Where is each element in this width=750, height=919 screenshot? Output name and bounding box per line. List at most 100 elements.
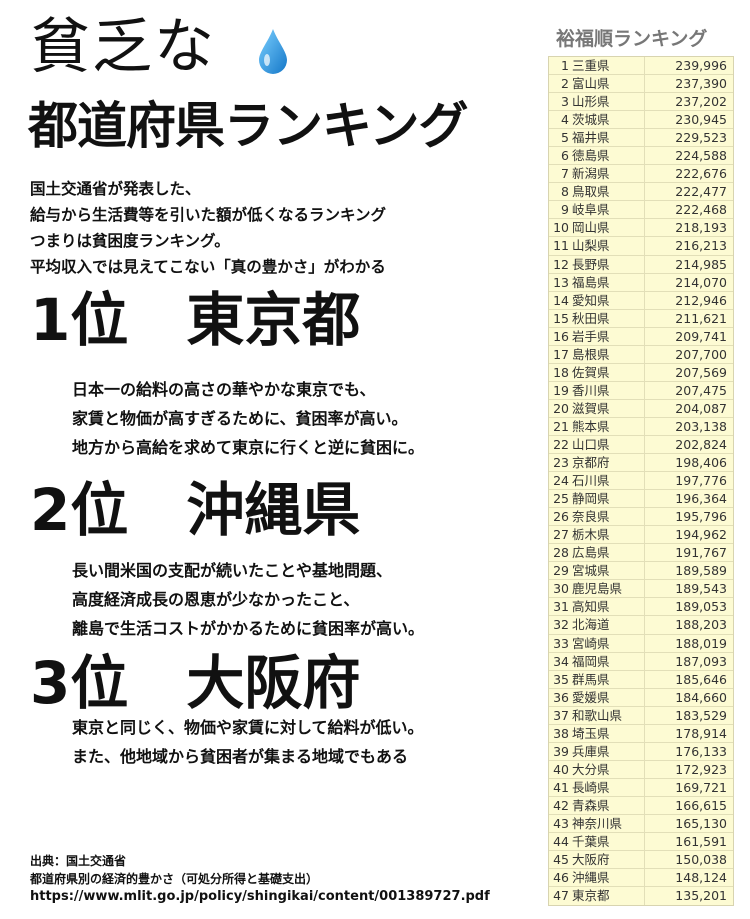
table-row: 8 鳥取県 222,477 — [549, 183, 733, 202]
value-cell: 194,962 — [675, 527, 727, 543]
value-cell: 166,615 — [675, 797, 727, 813]
table-row: 39 兵庫県 176,133 — [549, 742, 733, 761]
rank-cell: 4 — [561, 112, 569, 128]
value-cell: 195,796 — [675, 509, 727, 525]
table-row: 19 香川県 207,475 — [549, 381, 733, 400]
rank-cell: 9 — [561, 202, 569, 218]
value-cell: 207,475 — [675, 382, 727, 398]
table-row: 5 福井県 229,523 — [549, 129, 733, 148]
value-cell: 216,213 — [675, 238, 727, 254]
table-row: 4 茨城県 230,945 — [549, 111, 733, 130]
prefecture-cell: 和歌山県 — [572, 706, 645, 724]
prefecture-cell: 東京都 — [572, 887, 645, 906]
value-cell: 188,019 — [675, 635, 727, 651]
rank-cell: 21 — [553, 418, 569, 434]
table-row: 29 宮城県 189,589 — [549, 562, 733, 581]
prefecture-cell: 愛知県 — [572, 291, 645, 309]
table-row: 34 福岡県 187,093 — [549, 652, 733, 671]
rank-cell: 15 — [553, 310, 569, 326]
rank-cell: 44 — [553, 834, 569, 850]
value-cell: 172,923 — [675, 761, 727, 777]
prefecture-cell: 大阪府 — [572, 851, 645, 869]
table-row: 37 和歌山県 183,529 — [549, 706, 733, 725]
title-line2: 都道府県ランキング — [28, 97, 468, 155]
value-cell: 188,203 — [675, 617, 727, 633]
prefecture-cell: 福井県 — [572, 129, 645, 147]
value-cell: 189,589 — [675, 563, 727, 579]
value-cell: 229,523 — [675, 130, 727, 146]
rank-cell: 27 — [553, 527, 569, 543]
rank-cell: 22 — [553, 436, 569, 452]
table-row: 31 高知県 189,053 — [549, 598, 733, 617]
prefecture-cell: 山梨県 — [572, 237, 645, 255]
prefecture-cell: 長崎県 — [572, 778, 645, 796]
prefecture-cell: 高知県 — [572, 598, 645, 616]
prefecture-cell: 徳島県 — [572, 147, 645, 165]
desc-line: また、他地域から貧困者が集まる地域でもある — [72, 747, 409, 766]
prefecture-cell: 島根県 — [572, 345, 645, 363]
value-cell: 176,133 — [675, 743, 727, 759]
value-cell: 222,676 — [675, 166, 727, 182]
prefecture-cell: 群馬県 — [572, 670, 645, 688]
value-cell: 218,193 — [675, 220, 727, 236]
rank-cell: 37 — [553, 707, 569, 723]
value-cell: 191,767 — [675, 545, 727, 561]
rank-cell: 45 — [553, 852, 569, 868]
rank-cell: 13 — [553, 274, 569, 290]
table-row: 2 富山県 237,390 — [549, 75, 733, 94]
rank-cell: 29 — [553, 563, 569, 579]
table-row: 28 広島県 191,767 — [549, 544, 733, 563]
rank-cell: 25 — [553, 491, 569, 507]
rank-cell: 43 — [553, 815, 569, 831]
prefecture-cell: 三重県 — [572, 57, 645, 75]
table-row: 42 青森県 166,615 — [549, 796, 733, 815]
source-line: 都道府県別の経済的豊かさ（可処分所得と基礎支出） — [30, 872, 319, 886]
table-row: 36 愛媛県 184,660 — [549, 688, 733, 707]
table-row: 7 新潟県 222,676 — [549, 165, 733, 184]
prefecture-cell: 京都府 — [572, 454, 645, 472]
value-cell: 237,390 — [675, 76, 727, 92]
value-cell: 214,985 — [675, 256, 727, 272]
table-row: 1 三重県 239,996 — [549, 57, 733, 76]
rank3-heading: 3位 大阪府 — [30, 649, 361, 717]
value-cell: 204,087 — [675, 400, 727, 416]
prefecture-cell: 石川県 — [572, 472, 645, 490]
table-row: 41 長崎県 169,721 — [549, 778, 733, 797]
rank-cell: 12 — [553, 256, 569, 272]
intro-text: 国土交通省が発表した、 給与から生活費等を引いた額が低くなるランキング つまりは… — [30, 176, 386, 280]
rank-cell: 16 — [553, 328, 569, 344]
rank-cell: 28 — [553, 545, 569, 561]
value-cell: 183,529 — [675, 707, 727, 723]
rank-cell: 32 — [553, 617, 569, 633]
prefecture-cell: 栃木県 — [572, 526, 645, 544]
rank-cell: 33 — [553, 635, 569, 651]
rank-cell: 5 — [561, 130, 569, 146]
prefecture-cell: 埼玉県 — [572, 724, 645, 742]
value-cell: 207,700 — [675, 346, 727, 362]
rank-cell: 18 — [553, 364, 569, 380]
value-cell: 222,468 — [675, 202, 727, 218]
table-row: 46 沖縄県 148,124 — [549, 869, 733, 888]
table-row: 17 島根県 207,700 — [549, 345, 733, 364]
value-cell: 178,914 — [675, 725, 727, 741]
table-row: 15 秋田県 211,621 — [549, 309, 733, 328]
value-cell: 169,721 — [675, 779, 727, 795]
prefecture-cell: 秋田県 — [572, 309, 645, 327]
table-row: 10 岡山県 218,193 — [549, 219, 733, 238]
table-row: 24 石川県 197,776 — [549, 472, 733, 491]
prefecture-cell: 佐賀県 — [572, 363, 645, 381]
prefecture-cell: 沖縄県 — [572, 869, 645, 887]
prefecture-cell: 岡山県 — [572, 219, 645, 237]
desc-line: 地方から高給を求めて東京に行くと逆に貧困に。 — [72, 438, 425, 457]
value-cell: 198,406 — [675, 455, 727, 471]
table-row: 44 千葉県 161,591 — [549, 833, 733, 852]
prefecture-cell: 岩手県 — [572, 327, 645, 345]
table-row: 47 東京都 135,201 — [549, 887, 733, 906]
table-row: 16 岩手県 209,741 — [549, 327, 733, 346]
rank-cell: 26 — [553, 509, 569, 525]
table-row: 25 静岡県 196,364 — [549, 490, 733, 509]
value-cell: 187,093 — [675, 653, 727, 669]
table-row: 30 鹿児島県 189,543 — [549, 580, 733, 599]
rank-cell: 39 — [553, 743, 569, 759]
prefecture-cell: 熊本県 — [572, 417, 645, 435]
